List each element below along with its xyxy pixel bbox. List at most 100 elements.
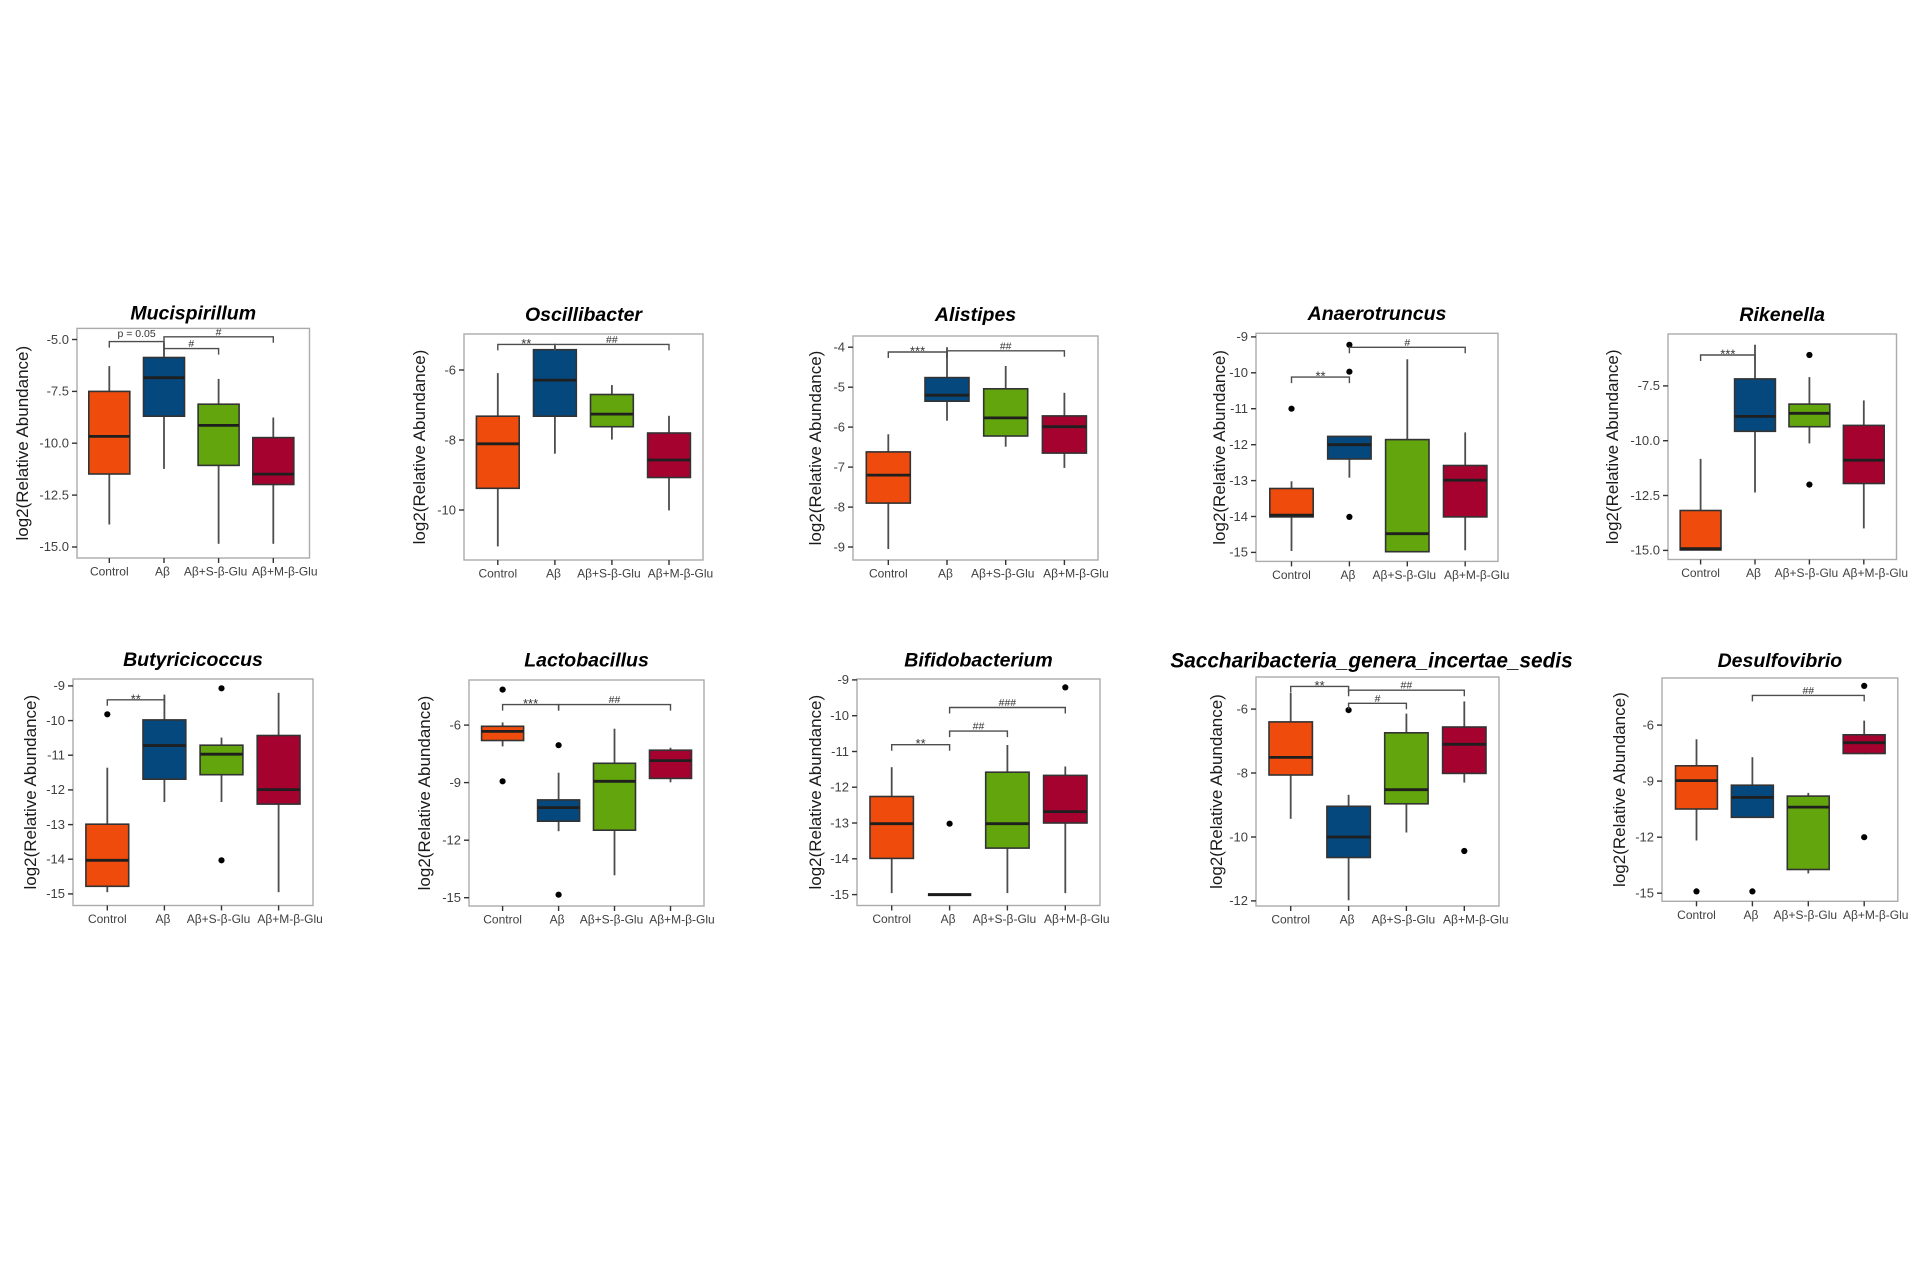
svg-text:###: ### xyxy=(999,697,1017,709)
svg-text:Aβ+S-β-Glu: Aβ+S-β-Glu xyxy=(1372,913,1436,927)
svg-text:-15: -15 xyxy=(1229,545,1248,560)
svg-text:-12.5: -12.5 xyxy=(39,487,69,502)
svg-text:-9: -9 xyxy=(53,678,65,693)
svg-text:Aβ+S-β-Glu: Aβ+S-β-Glu xyxy=(1373,568,1437,582)
svg-text:#: # xyxy=(1375,693,1381,705)
svg-text:Aβ: Aβ xyxy=(1746,566,1761,580)
svg-text:**: ** xyxy=(1315,369,1325,384)
svg-text:log2(Relative Abundance): log2(Relative Abundance) xyxy=(806,351,825,546)
svg-text:-10: -10 xyxy=(1229,365,1248,380)
svg-text:Control: Control xyxy=(1272,568,1311,582)
svg-text:##: ## xyxy=(1000,340,1012,352)
svg-text:Control: Control xyxy=(1271,913,1310,927)
svg-text:Aβ+M-β-Glu: Aβ+M-β-Glu xyxy=(1043,567,1108,581)
svg-text:##: ## xyxy=(1401,680,1413,692)
svg-text:##: ## xyxy=(609,694,621,706)
svg-text:-12: -12 xyxy=(1635,830,1654,845)
svg-text:-12: -12 xyxy=(442,833,461,848)
svg-text:Aβ: Aβ xyxy=(1340,913,1355,927)
svg-text:-10.0: -10.0 xyxy=(1630,433,1660,448)
svg-text:-6: -6 xyxy=(1642,717,1654,732)
svg-text:Control: Control xyxy=(478,567,517,581)
svg-text:Saccharibacteria_genera_incert: Saccharibacteria_genera_incertae_sedis xyxy=(1170,649,1572,672)
svg-text:Aβ: Aβ xyxy=(155,912,170,926)
svg-text:Control: Control xyxy=(1681,566,1720,580)
svg-text:-8: -8 xyxy=(444,432,456,447)
svg-text:-12.5: -12.5 xyxy=(1630,488,1660,503)
svg-text:Oscillibacter: Oscillibacter xyxy=(525,304,643,326)
svg-text:Anaerotruncus: Anaerotruncus xyxy=(1307,303,1447,325)
svg-text:-13: -13 xyxy=(46,817,65,832)
svg-text:-13: -13 xyxy=(830,815,849,830)
svg-text:log2(Relative Abundance): log2(Relative Abundance) xyxy=(21,695,40,890)
svg-text:-7.5: -7.5 xyxy=(1638,378,1660,393)
svg-text:-14: -14 xyxy=(1229,509,1248,524)
svg-text:log2(Relative Abundance): log2(Relative Abundance) xyxy=(1610,692,1629,887)
svg-text:##: ## xyxy=(973,721,985,733)
svg-text:-15: -15 xyxy=(830,887,849,902)
svg-text:Aβ: Aβ xyxy=(941,912,956,926)
svg-text:##: ## xyxy=(1802,685,1814,697)
svg-text:Control: Control xyxy=(483,913,522,927)
svg-text:log2(Relative Abundance): log2(Relative Abundance) xyxy=(410,350,429,545)
svg-text:-11: -11 xyxy=(831,744,849,759)
svg-text:Aβ: Aβ xyxy=(546,567,561,581)
svg-text:#: # xyxy=(216,326,222,338)
svg-text:-8: -8 xyxy=(1236,765,1248,780)
svg-text:-11: -11 xyxy=(1230,401,1248,416)
svg-text:log2(Relative Abundance): log2(Relative Abundance) xyxy=(415,696,434,891)
svg-text:Aβ+M-β-Glu: Aβ+M-β-Glu xyxy=(1843,566,1908,580)
svg-text:-9: -9 xyxy=(1642,773,1654,788)
svg-text:Lactobacillus: Lactobacillus xyxy=(524,650,649,672)
svg-text:Aβ: Aβ xyxy=(938,567,953,581)
svg-text:-15: -15 xyxy=(46,886,65,901)
svg-text:Aβ+S-β-Glu: Aβ+S-β-Glu xyxy=(580,913,644,927)
svg-text:-9: -9 xyxy=(449,775,461,790)
svg-text:-7: -7 xyxy=(833,459,845,474)
svg-text:#: # xyxy=(188,338,194,350)
svg-text:Control: Control xyxy=(1677,908,1716,922)
svg-text:Control: Control xyxy=(88,912,127,926)
svg-text:-9: -9 xyxy=(1236,329,1248,344)
svg-text:**: ** xyxy=(1315,678,1325,693)
svg-text:-11: -11 xyxy=(47,748,65,763)
svg-text:Aβ: Aβ xyxy=(155,565,170,579)
svg-text:Aβ: Aβ xyxy=(1743,908,1758,922)
svg-text:-8: -8 xyxy=(833,499,845,514)
svg-text:Aβ+S-β-Glu: Aβ+S-β-Glu xyxy=(184,565,248,579)
svg-text:-6: -6 xyxy=(833,419,845,434)
svg-text:log2(Relative Abundance): log2(Relative Abundance) xyxy=(1207,694,1226,889)
svg-text:-12: -12 xyxy=(830,780,849,795)
svg-text:-15.0: -15.0 xyxy=(1630,543,1660,558)
svg-text:-15.0: -15.0 xyxy=(39,539,69,554)
svg-text:Aβ+S-β-Glu: Aβ+S-β-Glu xyxy=(971,567,1035,581)
svg-text:-10: -10 xyxy=(46,713,65,728)
svg-text:Desulfovibrio: Desulfovibrio xyxy=(1718,650,1843,672)
svg-text:Aβ+S-β-Glu: Aβ+S-β-Glu xyxy=(187,912,251,926)
svg-text:-9: -9 xyxy=(837,672,849,687)
svg-text:Aβ+S-β-Glu: Aβ+S-β-Glu xyxy=(1774,908,1838,922)
svg-text:-4: -4 xyxy=(833,340,845,355)
svg-text:***: *** xyxy=(523,696,538,711)
svg-text:-15: -15 xyxy=(442,890,461,905)
svg-text:log2(Relative Abundance): log2(Relative Abundance) xyxy=(1210,350,1229,545)
svg-text:log2(Relative Abundance): log2(Relative Abundance) xyxy=(1603,349,1622,544)
svg-text:Butyricicoccus: Butyricicoccus xyxy=(123,649,263,671)
svg-text:Bifidobacterium: Bifidobacterium xyxy=(904,650,1052,672)
svg-text:***: *** xyxy=(910,344,925,359)
svg-text:**: ** xyxy=(131,691,141,706)
svg-text:Aβ+M-β-Glu: Aβ+M-β-Glu xyxy=(648,567,713,581)
svg-text:p = 0.05: p = 0.05 xyxy=(117,328,155,340)
svg-text:log2(Relative Abundance): log2(Relative Abundance) xyxy=(806,695,825,890)
svg-text:Control: Control xyxy=(869,567,908,581)
svg-text:#: # xyxy=(1404,337,1410,349)
svg-text:Aβ+S-β-Glu: Aβ+S-β-Glu xyxy=(973,912,1037,926)
svg-text:-6: -6 xyxy=(449,717,461,732)
svg-text:-5.0: -5.0 xyxy=(47,332,69,347)
svg-text:**: ** xyxy=(916,736,926,751)
svg-text:-15: -15 xyxy=(1635,886,1654,901)
svg-text:-6: -6 xyxy=(444,362,456,377)
svg-text:-12: -12 xyxy=(1229,893,1248,908)
svg-text:Aβ+S-β-Glu: Aβ+S-β-Glu xyxy=(577,567,641,581)
svg-text:Aβ: Aβ xyxy=(550,913,565,927)
